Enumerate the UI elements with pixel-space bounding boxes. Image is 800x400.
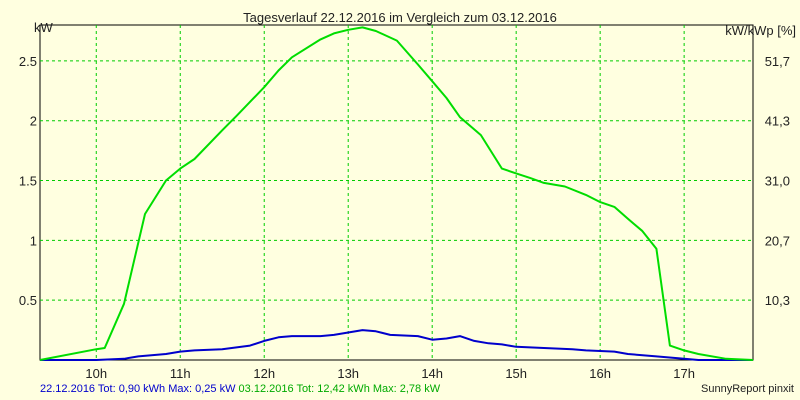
y-left-tick-label-1: 1 (30, 233, 37, 248)
series-line-1 (40, 329, 753, 361)
y-right-tick-label-0: 10,3 (765, 293, 790, 308)
series-lines (39, 26, 754, 361)
x-tick-label-3: 13h (337, 366, 359, 381)
plot-area (39, 24, 754, 361)
x-tick-label-5: 15h (505, 366, 527, 381)
y-left-tick-label-0: 0.5 (19, 293, 37, 308)
y-axis-left-label: kW (34, 20, 54, 35)
y-left-tick-label-2: 1.5 (19, 174, 37, 189)
credit-text: SunnyReport pinxit (701, 383, 794, 395)
y-left-tick-label-3: 2 (30, 114, 37, 129)
x-tick-label-7: 17h (673, 366, 695, 381)
x-tick-label-1: 11h (170, 366, 191, 381)
series-2-summary: 03.12.2016 Tot: 12,42 kWh Max: 2,78 kW (238, 383, 441, 395)
x-tick-label-6: 16h (589, 366, 611, 381)
x-tick-label-4: 14h (421, 366, 443, 381)
x-tick-label-2: 12h (253, 366, 275, 381)
chart-footer-summary: 22.12.2016 Tot: 0,90 kWh Max: 0,25 kW 03… (40, 383, 440, 395)
y-right-tick-label-1: 20,7 (765, 233, 790, 248)
chart-title: Tagesverlauf 22.12.2016 im Vergleich zum… (243, 10, 557, 25)
y-left-tick-label-4: 2.5 (19, 54, 37, 69)
axis-tick-labels: 10h 11h 12h 13h 14h 15h 16h 17h 0.5 1 1.5 2 2.5 10,3 2… (19, 54, 790, 381)
x-tick-label-0: 10h (85, 366, 107, 381)
y-right-tick-label-3: 41,3 (765, 114, 790, 129)
y-right-tick-label-2: 31,0 (765, 174, 790, 189)
y-axis-right-label: kW/kWp [%] (725, 23, 796, 38)
series-line-2 (39, 26, 754, 361)
series-1-summary: 22.12.2016 Tot: 0,90 kWh Max: 0,25 kW (40, 383, 236, 395)
y-right-tick-label-4: 51,7 (765, 54, 790, 69)
grid-lines (40, 25, 753, 360)
